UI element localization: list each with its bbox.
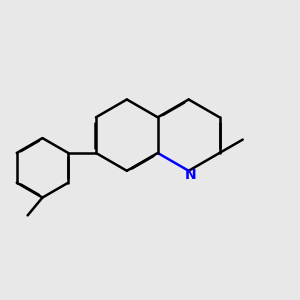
Text: N: N — [184, 168, 196, 182]
